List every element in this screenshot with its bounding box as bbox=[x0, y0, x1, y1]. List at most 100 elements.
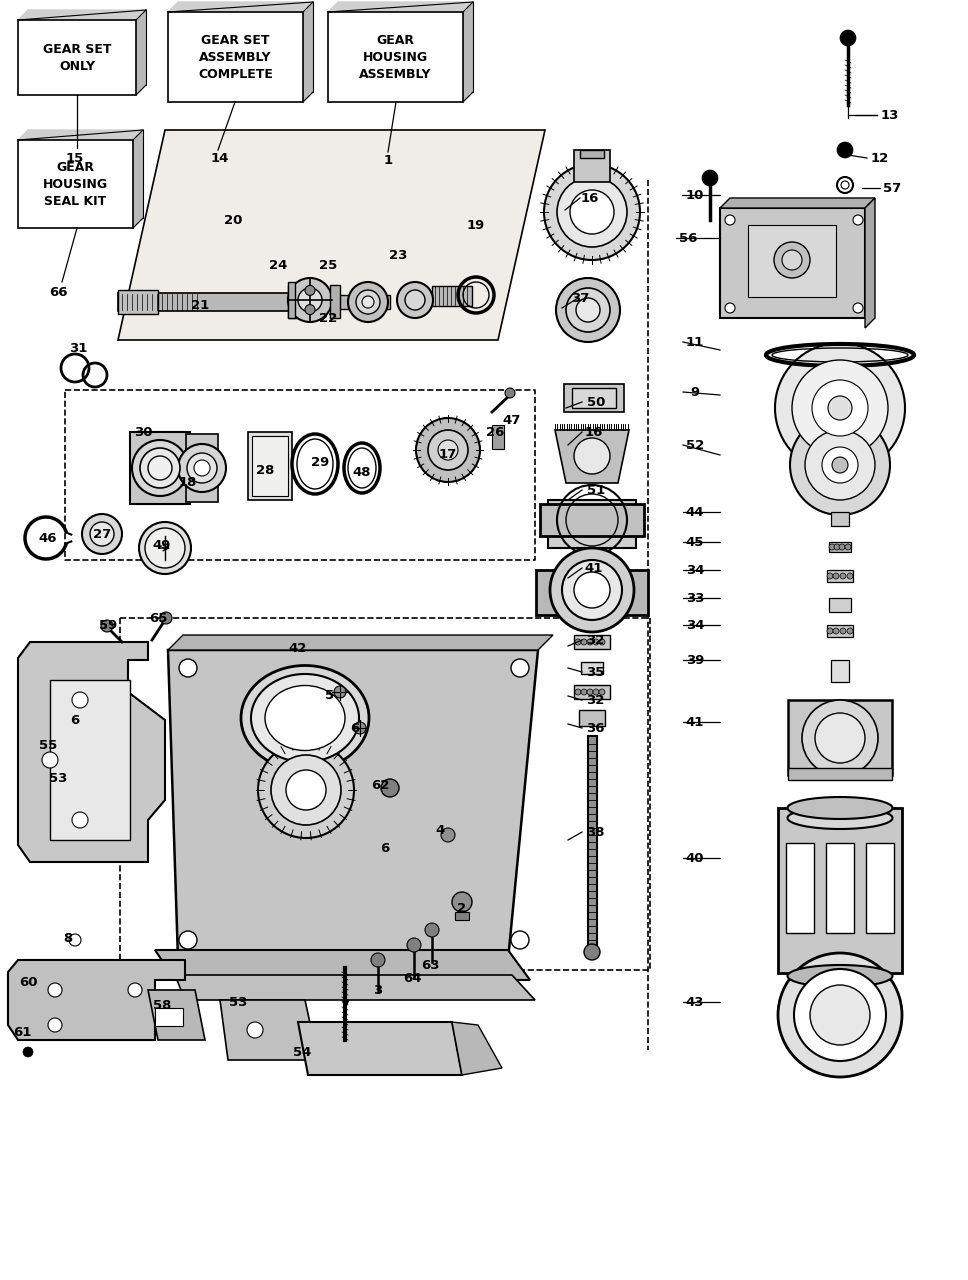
Polygon shape bbox=[555, 430, 629, 483]
Circle shape bbox=[832, 457, 848, 474]
Text: 64: 64 bbox=[403, 972, 421, 984]
Text: 3: 3 bbox=[374, 983, 382, 997]
Bar bbox=[574, 150, 610, 182]
Circle shape bbox=[348, 282, 388, 323]
Text: GEAR SET
ASSEMBLY
COMPLETE: GEAR SET ASSEMBLY COMPLETE bbox=[198, 33, 273, 81]
Text: 11: 11 bbox=[686, 335, 704, 348]
Text: 13: 13 bbox=[881, 109, 899, 122]
Circle shape bbox=[725, 215, 735, 225]
Circle shape bbox=[792, 360, 888, 456]
Circle shape bbox=[839, 544, 845, 550]
Circle shape bbox=[834, 544, 840, 550]
Ellipse shape bbox=[265, 686, 345, 750]
Circle shape bbox=[782, 250, 802, 270]
Bar bbox=[564, 384, 624, 412]
Circle shape bbox=[128, 983, 142, 997]
Text: 31: 31 bbox=[69, 342, 87, 355]
Text: 24: 24 bbox=[269, 259, 287, 271]
Text: 62: 62 bbox=[371, 778, 389, 791]
Circle shape bbox=[556, 278, 620, 342]
Text: 30: 30 bbox=[134, 425, 152, 439]
Circle shape bbox=[132, 440, 188, 497]
Circle shape bbox=[397, 282, 433, 317]
Circle shape bbox=[511, 931, 529, 948]
Circle shape bbox=[247, 1021, 263, 1038]
Bar bbox=[118, 291, 158, 314]
Bar bbox=[831, 660, 849, 682]
Circle shape bbox=[837, 142, 853, 157]
Text: 32: 32 bbox=[586, 694, 604, 707]
Circle shape bbox=[178, 444, 226, 492]
Circle shape bbox=[812, 380, 868, 436]
Text: 43: 43 bbox=[685, 996, 705, 1009]
Circle shape bbox=[775, 343, 905, 474]
Text: 59: 59 bbox=[99, 618, 117, 631]
Circle shape bbox=[802, 700, 878, 776]
Text: 32: 32 bbox=[586, 634, 604, 646]
Bar bbox=[579, 710, 605, 726]
Ellipse shape bbox=[251, 675, 359, 762]
Text: 42: 42 bbox=[288, 641, 307, 654]
Text: 50: 50 bbox=[587, 396, 605, 408]
Bar bbox=[548, 500, 636, 548]
Circle shape bbox=[258, 742, 354, 838]
Circle shape bbox=[371, 954, 385, 966]
Circle shape bbox=[356, 291, 380, 314]
Circle shape bbox=[179, 659, 197, 677]
Circle shape bbox=[587, 639, 593, 645]
Bar bbox=[574, 685, 610, 699]
Circle shape bbox=[194, 460, 210, 476]
Text: 26: 26 bbox=[486, 425, 504, 439]
Text: 34: 34 bbox=[685, 618, 705, 631]
Text: 19: 19 bbox=[467, 219, 485, 232]
Text: 54: 54 bbox=[292, 1046, 311, 1059]
Text: 57: 57 bbox=[883, 182, 901, 195]
Circle shape bbox=[566, 288, 610, 332]
Circle shape bbox=[845, 544, 851, 550]
Circle shape bbox=[381, 780, 399, 797]
Circle shape bbox=[441, 828, 455, 842]
Circle shape bbox=[428, 430, 468, 470]
Text: 16: 16 bbox=[581, 192, 599, 205]
Bar bbox=[432, 285, 472, 306]
Polygon shape bbox=[133, 131, 143, 228]
Text: 22: 22 bbox=[318, 311, 337, 325]
Circle shape bbox=[140, 448, 180, 488]
Circle shape bbox=[593, 639, 599, 645]
Circle shape bbox=[160, 612, 172, 625]
Circle shape bbox=[833, 628, 839, 634]
Text: 35: 35 bbox=[586, 666, 604, 678]
Polygon shape bbox=[168, 3, 313, 12]
Text: 20: 20 bbox=[224, 214, 242, 227]
Bar bbox=[826, 844, 854, 933]
Text: 10: 10 bbox=[685, 188, 704, 201]
Bar bbox=[186, 434, 218, 502]
Polygon shape bbox=[168, 650, 538, 960]
Text: 44: 44 bbox=[685, 506, 705, 518]
Circle shape bbox=[286, 771, 326, 810]
Polygon shape bbox=[18, 643, 165, 861]
Text: 4: 4 bbox=[436, 823, 444, 837]
Circle shape bbox=[570, 189, 614, 234]
Circle shape bbox=[505, 388, 515, 398]
Polygon shape bbox=[303, 3, 313, 102]
Bar bbox=[118, 293, 303, 311]
Circle shape bbox=[587, 689, 593, 695]
Circle shape bbox=[511, 659, 529, 677]
Circle shape bbox=[48, 983, 62, 997]
Polygon shape bbox=[50, 680, 130, 840]
Bar bbox=[540, 504, 644, 536]
Text: 2: 2 bbox=[458, 901, 467, 914]
Text: 41: 41 bbox=[685, 716, 704, 728]
Circle shape bbox=[574, 438, 610, 474]
Text: 25: 25 bbox=[318, 259, 337, 271]
Text: 61: 61 bbox=[13, 1025, 31, 1038]
Polygon shape bbox=[118, 131, 545, 340]
Circle shape bbox=[822, 447, 858, 483]
Text: 63: 63 bbox=[421, 959, 439, 972]
Circle shape bbox=[593, 689, 599, 695]
Bar bbox=[720, 209, 865, 317]
Circle shape bbox=[407, 938, 421, 952]
Text: 48: 48 bbox=[352, 466, 372, 479]
Polygon shape bbox=[155, 950, 530, 980]
